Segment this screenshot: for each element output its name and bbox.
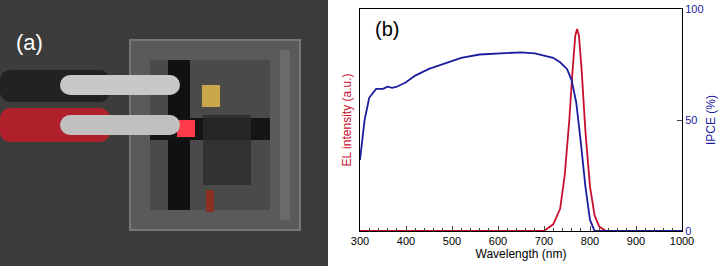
svg-text:700: 700 [535,235,553,247]
svg-text:500: 500 [443,235,461,247]
svg-text:100: 100 [685,3,703,15]
svg-text:0: 0 [685,225,691,237]
svg-text:EL intensity (a.u.): EL intensity (a.u.) [340,74,354,167]
svg-text:(a): (a) [16,30,43,55]
svg-text:300: 300 [351,235,369,247]
svg-text:50: 50 [685,114,697,126]
svg-text:1000: 1000 [670,235,694,247]
svg-text:400: 400 [397,235,415,247]
svg-text:Wavelength (nm): Wavelength (nm) [476,247,567,261]
svg-text:(b): (b) [375,18,399,40]
svg-text:900: 900 [627,235,645,247]
svg-text:IPCE (%): IPCE (%) [704,95,718,145]
svg-text:800: 800 [581,235,599,247]
svg-text:600: 600 [489,235,507,247]
